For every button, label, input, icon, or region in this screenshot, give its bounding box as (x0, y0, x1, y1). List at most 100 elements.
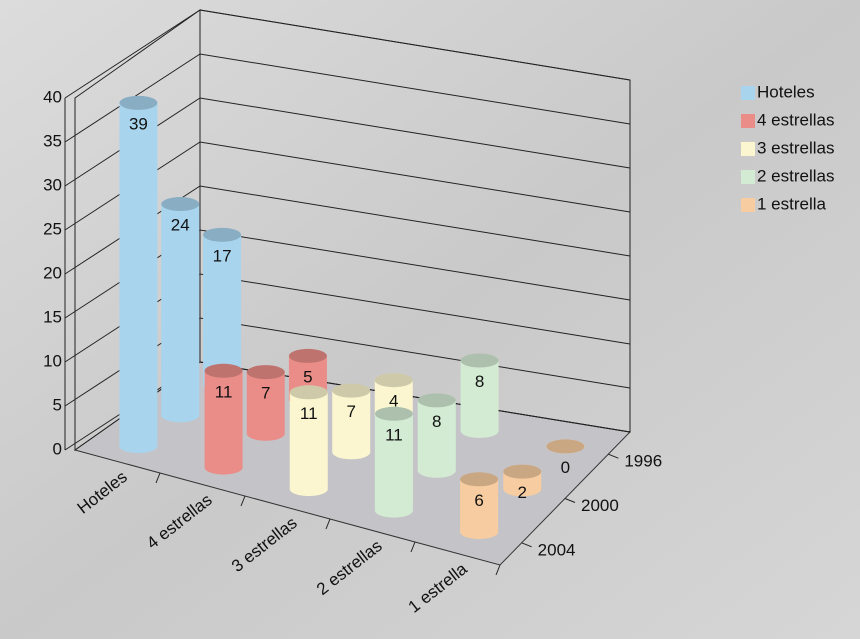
legend-swatch (741, 198, 755, 212)
data-label: 24 (171, 216, 190, 235)
data-label: 11 (385, 425, 403, 444)
x-tick (240, 495, 246, 507)
data-label: 0 (561, 458, 570, 477)
y-tick-label: 15 (43, 307, 62, 326)
cylinder (204, 363, 243, 475)
cylinder-top (374, 373, 413, 388)
cylinder-top (288, 348, 327, 363)
y-tick-label: 0 (53, 439, 62, 458)
cylinder-top-shade (332, 383, 371, 398)
cylinder (289, 385, 328, 497)
legend-label: Hoteles (757, 82, 815, 101)
data-label: 11 (215, 382, 233, 401)
cylinder-body (332, 390, 371, 453)
cylinder-body (204, 370, 243, 468)
z-tick (521, 542, 532, 548)
grid-line (64, 273, 631, 363)
data-label: 8 (475, 372, 484, 391)
cylinder (332, 383, 371, 460)
cylinder (246, 365, 285, 441)
cylinder-top-shade (374, 373, 413, 388)
grid-line (64, 9, 631, 99)
cylinder-top-shade (417, 393, 456, 408)
cylinder-top-shade (460, 353, 499, 368)
cylinder-top (460, 353, 499, 368)
y-tick-label: 10 (43, 351, 62, 370)
y-tick-label: 5 (53, 395, 62, 414)
cylinder-top-shade (246, 365, 285, 380)
cylinder-top (204, 363, 243, 378)
grid-line (64, 53, 631, 143)
grid-line (64, 97, 631, 187)
cylinder-top (289, 385, 328, 400)
cylinder-top-shade (203, 227, 242, 242)
legend-swatch (741, 170, 755, 184)
data-label: 17 (213, 246, 232, 265)
cylinder-top (417, 393, 456, 408)
data-label: 8 (432, 412, 441, 431)
data-label: 7 (347, 402, 356, 421)
cylinder-top (203, 227, 242, 242)
x-tick (155, 472, 161, 484)
cylinder-top (332, 383, 371, 398)
cylinder-top (546, 439, 585, 454)
legend-label: 3 estrellas (757, 138, 834, 157)
legend-label: 1 estrella (757, 194, 827, 213)
cylinder (503, 464, 542, 497)
grid-line (64, 141, 631, 231)
cylinder (119, 95, 158, 454)
z-tick (608, 453, 619, 459)
data-label: 39 (129, 114, 148, 133)
legend-swatch (741, 142, 755, 156)
cylinder (203, 227, 242, 392)
z-tick-label: 2004 (538, 540, 576, 559)
cylinder-body (460, 360, 499, 431)
cylinder (546, 439, 585, 454)
cylinder-body (417, 400, 456, 471)
y-tick-label: 30 (43, 175, 62, 194)
cylinder-top-shade (460, 472, 499, 487)
cylinder-body (460, 479, 499, 533)
cylinder-body (289, 392, 328, 490)
legend-swatch (741, 114, 755, 128)
cylinder-top-shade (119, 95, 158, 110)
cylinder-top-shade (546, 439, 585, 454)
cylinder-body (119, 102, 158, 447)
data-label: 4 (389, 392, 398, 411)
y-tick-label: 20 (43, 263, 62, 282)
cylinder-top (119, 95, 158, 110)
legend-swatch (741, 86, 755, 100)
cylinder-body (246, 372, 285, 434)
x-tick (325, 518, 331, 530)
data-label: 11 (300, 404, 318, 423)
cylinder (417, 393, 456, 478)
legend-label: 4 estrellas (757, 110, 834, 129)
cylinder-top-shade (204, 363, 243, 378)
y-tick-label: 35 (43, 131, 62, 150)
grid-line (64, 229, 631, 319)
y-tick-label: 40 (43, 87, 62, 106)
cylinder (460, 472, 499, 540)
cylinder-top-shade (289, 385, 328, 400)
cylinder-top-shade (161, 197, 200, 212)
cylinder-body (203, 234, 242, 385)
cylinder-top (374, 406, 413, 421)
data-label: 6 (474, 491, 483, 510)
z-tick-label: 2000 (581, 496, 619, 515)
z-tick (564, 498, 576, 503)
data-label: 7 (261, 384, 270, 403)
cylinder-top (161, 197, 200, 212)
legend-label: 2 estrellas (757, 166, 834, 185)
x-tick (495, 564, 501, 576)
cylinder-top-shade (288, 348, 327, 363)
cylinder-body (374, 413, 413, 511)
x-tick (410, 541, 416, 553)
cylinder-top (460, 472, 499, 487)
cylinder (161, 197, 200, 423)
cylinder-top-shade (503, 464, 542, 479)
grid-line (64, 185, 631, 275)
cylinder-body (161, 204, 200, 416)
cylinder-top (246, 365, 285, 380)
cylinder (374, 406, 413, 518)
